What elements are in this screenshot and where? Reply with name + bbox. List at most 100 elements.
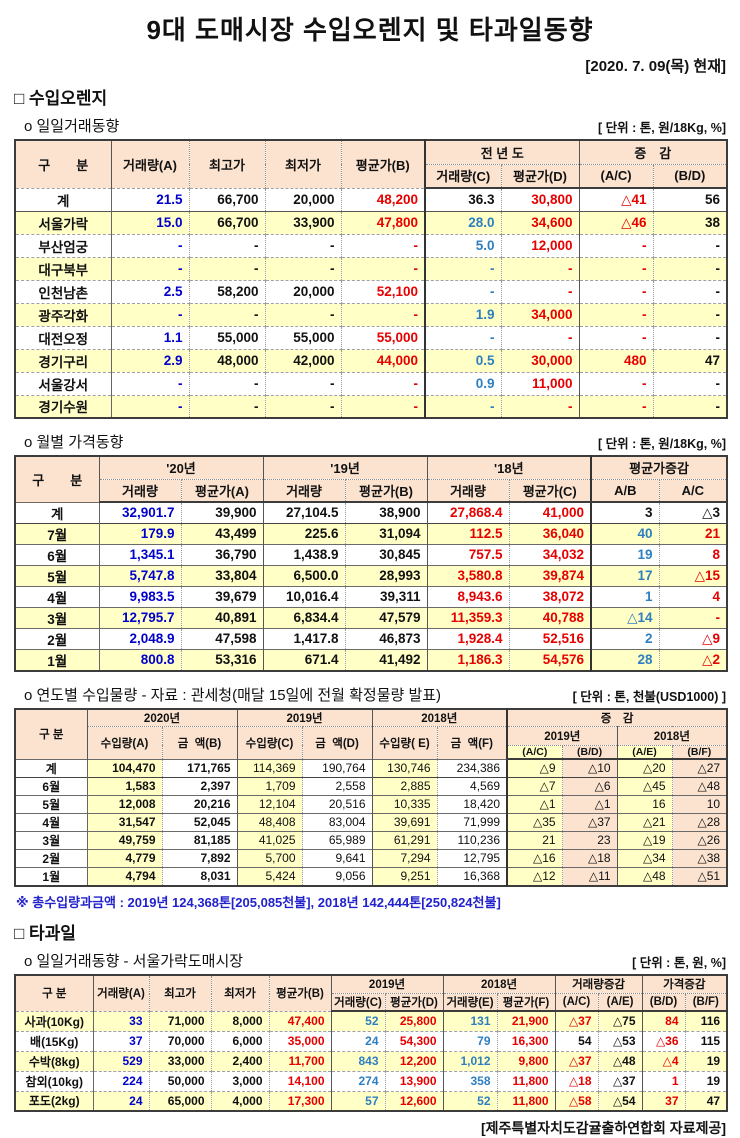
table-cell: - [188,302,265,326]
row-label: 1월 [15,866,88,886]
table-cell: 11,800 [496,1090,556,1111]
table-cell: 34,032 [508,543,592,565]
table-cell: 21,900 [496,1010,556,1031]
table-cell: △18 [554,1070,599,1091]
col-group-2018: 2018년 [442,974,556,994]
col-header-ac: (A/C) [578,164,654,189]
row-label: 참외(10kg) [15,1070,94,1091]
col-header-amount-d: 금 액(D) [301,726,373,759]
table-cell: 48,200 [340,187,425,211]
col-group-year19: '19년 [262,456,428,480]
col-group-2018: 2018년 [371,708,508,727]
table-cell: 47 [652,348,728,372]
table-cell: 3,000 [210,1070,269,1091]
table-cell: 54,576 [508,648,592,671]
col-group-year18: '18년 [426,456,592,480]
table-cell: 7,892 [161,848,238,867]
table-cell: 35,000 [268,1030,331,1051]
table-cell: △37 [554,1050,599,1071]
table-cell: 36,790 [180,543,264,565]
table-row: 대구북부 - - - - - - - - [15,256,728,280]
table-cell: 11,800 [496,1070,556,1091]
col-header-import-a: 수입량(A) [86,726,162,759]
col-header-bd: (B/D) [652,164,728,189]
table-cell: - [188,394,265,418]
table-cell: 56 [652,187,728,211]
table-cell: △12 [506,866,563,886]
table-cell: 11,000 [500,371,580,395]
table-cell: - [264,233,341,257]
table-cell: 65,000 [148,1090,211,1111]
col-header-gubun: 구 분 [14,974,93,1011]
table-row: 5월 12,008 20,216 12,104 20,516 10,335 18,420 △1… [15,794,728,813]
table-cell: △48 [671,776,728,795]
table-cell: - [500,325,580,349]
table-cell: 38 [652,210,728,234]
table-cell: 31,094 [344,522,428,544]
table-row: 6월 1,345.1 36,790 1,438.9 30,845 757.5 34,032 1… [15,543,728,565]
table-cell: 81,185 [161,830,238,849]
table-cell: 42,000 [264,348,341,372]
table-cell: 5,700 [236,848,303,867]
table-cell: 6,500.0 [262,564,346,586]
col-header-high-price: 최고가 [188,140,265,188]
col-header-avg-a: 평균가(A) [180,479,264,503]
table-cell: 12,600 [384,1090,444,1111]
col-header-ae: (A/E) [616,745,673,760]
table-cell: △4 [641,1050,686,1071]
daily-trade-table: 구 분 거래량(A) 최고가 최저가 평균가(B) 전 년 도 증 감 거래량(… [14,139,729,419]
table-cell: 39,874 [508,564,592,586]
col-header-bf: (B/F) [671,745,728,760]
row-label: 계 [15,501,100,523]
table-cell: 2 [590,627,660,649]
table-cell: 843 [330,1050,385,1071]
col-group-avg-change: 평균가증감 [590,456,728,480]
data-source-footer: [제주특별자치도감귤출하연합회 자료제공] [480,1120,726,1136]
col-header-import-e: 수입량( E) [371,726,438,759]
table-row: 광주각화 - - - -1.9 34,000- - [15,302,728,326]
row-label: 7월 [15,522,100,544]
table-cell: 17,300 [268,1090,331,1111]
table-cell: 33,900 [264,210,341,234]
table-cell: 9,251 [371,866,438,886]
table-cell: △38 [671,848,728,867]
table-cell: - [424,394,501,418]
table-cell: 61,291 [371,830,438,849]
col-header-avg-f: 평균가(F) [496,993,556,1012]
table-cell: △6 [561,776,618,795]
table-cell: △75 [597,1010,643,1031]
table-cell: 19 [684,1050,728,1071]
table-cell: 131 [442,1010,498,1031]
table-cell: 116 [684,1010,728,1031]
table-cell: 8,031 [161,866,238,886]
table-cell: △58 [554,1090,599,1111]
table-cell: - [578,279,654,303]
table-cell: 11,359.3 [426,606,510,628]
table-cell: 27,104.5 [262,501,346,523]
table-cell: 10,335 [371,794,438,813]
table-cell: 1 [590,585,660,607]
table-cell: 48,408 [236,812,303,831]
col-header-avg-c: 평균가(C) [508,479,592,503]
table-row: 4월 31,547 52,045 48,408 83,004 39,691 71,999 △3… [15,812,728,831]
yearly-import-table: 구 분 2020년 2019년 2018년 증 감 수입량(A) 금 액(B) … [14,707,729,887]
table-cell: 84 [641,1010,686,1031]
table-cell: 58,200 [188,279,265,303]
table-cell: 20,000 [264,187,341,211]
table-cell: 49,759 [86,830,162,849]
col-group-change: 증 감 [578,140,728,165]
fruit-daily-table: 구 분 거래량(A) 최고가 최저가 평균가(B) 2019년 2018년 거래… [14,973,729,1112]
row-label: 광주각화 [15,302,112,326]
col-header-volume-a: 거래량(A) [92,974,149,1011]
table-cell: 18,420 [436,794,508,813]
table-cell: - [500,394,580,418]
table-cell: 9,983.5 [98,585,181,607]
col-header-amount-f: 금 액(F) [436,726,508,759]
table-cell: 12,104 [236,794,303,813]
table-cell: - [264,302,341,326]
table-cell: △28 [671,812,728,831]
table-cell: - [652,394,728,418]
col-header-volume: 거래량 [426,479,510,503]
subsection-daily-label: o 일일거래동향 [24,118,120,135]
table-cell: - [578,325,654,349]
